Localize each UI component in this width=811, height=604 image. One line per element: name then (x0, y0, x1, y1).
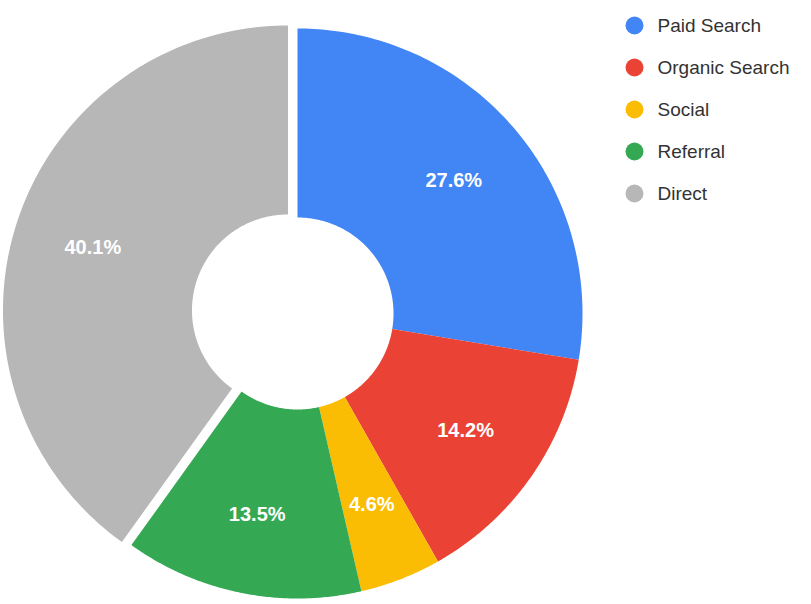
svg-text:4.6%: 4.6% (349, 493, 395, 515)
svg-text:Organic Search: Organic Search (658, 57, 790, 78)
svg-text:Paid Search: Paid Search (658, 15, 762, 36)
svg-text:13.5%: 13.5% (229, 503, 286, 525)
svg-text:14.2%: 14.2% (437, 419, 494, 441)
svg-text:Direct: Direct (658, 183, 708, 204)
svg-text:40.1%: 40.1% (64, 236, 121, 258)
svg-text:27.6%: 27.6% (425, 169, 482, 191)
svg-text:Referral: Referral (658, 141, 726, 162)
svg-text:Social: Social (658, 99, 710, 120)
